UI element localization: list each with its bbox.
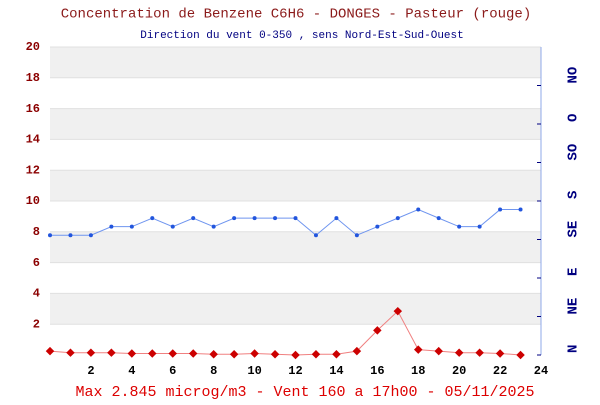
data-point <box>293 216 298 221</box>
x-tick-label: 10 <box>247 364 261 378</box>
footer: Max 2.845 microg/m3 - Vent 160 a 17h00 -… <box>75 384 534 400</box>
y-tick-label: 14 <box>26 133 40 147</box>
y-tick-label: 8 <box>33 225 40 239</box>
x-tick-label: 6 <box>169 364 176 378</box>
x-tick-label: 2 <box>87 364 94 378</box>
data-point <box>313 233 318 238</box>
data-point <box>109 224 114 229</box>
data-point <box>332 349 341 359</box>
data-point <box>273 216 278 221</box>
y-tick-label: 6 <box>33 256 40 270</box>
data-point <box>170 224 175 229</box>
series-line <box>50 209 521 236</box>
data-point <box>150 216 155 221</box>
y-tick-label: 18 <box>26 71 40 85</box>
data-point <box>86 348 96 357</box>
data-point <box>495 349 505 358</box>
data-point <box>375 224 380 229</box>
data-point <box>354 233 359 238</box>
y2-tick-label: NE <box>566 298 582 315</box>
data-point <box>188 349 198 358</box>
data-point <box>352 346 362 356</box>
y2-tick-label: S <box>566 191 582 199</box>
y2-tick-label: E <box>566 268 582 276</box>
data-point <box>416 207 421 212</box>
data-point <box>434 346 443 356</box>
data-point <box>229 349 239 359</box>
y2-tick-label: NO <box>566 67 582 84</box>
data-point <box>477 224 482 229</box>
y-tick-label: 2 <box>33 317 40 331</box>
y-tick-label: 16 <box>26 102 40 116</box>
data-point <box>211 224 216 229</box>
grid-band <box>50 170 541 201</box>
data-point <box>414 345 423 354</box>
data-point <box>48 233 52 238</box>
data-point <box>270 349 280 359</box>
data-point <box>373 326 382 335</box>
data-point <box>129 224 134 229</box>
data-point <box>334 216 339 221</box>
x-tick-label: 12 <box>288 364 302 378</box>
data-point <box>291 350 300 360</box>
data-point <box>516 350 525 360</box>
grid-band <box>50 231 541 263</box>
data-point <box>107 348 116 357</box>
grid-band <box>50 108 541 140</box>
grid-band <box>50 47 541 78</box>
data-point <box>68 233 73 238</box>
x-tick-label: 20 <box>452 364 466 378</box>
data-point <box>45 346 55 356</box>
x-tick-label: 14 <box>329 364 343 378</box>
data-point <box>498 207 503 212</box>
data-point <box>127 349 137 358</box>
x-tick-label: 8 <box>210 364 217 378</box>
y2-tick-label: O <box>566 114 582 122</box>
data-point <box>66 348 75 357</box>
chart-title: Concentration de Benzene C6H6 - DONGES -… <box>61 7 531 23</box>
data-point <box>393 306 403 316</box>
data-point <box>250 349 259 358</box>
y-tick-label: 10 <box>26 194 40 208</box>
data-point <box>457 224 462 229</box>
data-point <box>88 233 93 238</box>
chart-subtitle: Direction du vent 0-350 , sens Nord-Est-… <box>140 30 463 42</box>
data-point <box>475 348 484 357</box>
data-point <box>209 349 218 359</box>
data-point <box>311 349 321 359</box>
data-point <box>436 216 441 221</box>
y2-tick-label: SE <box>566 221 582 238</box>
y2-tick-label: SO <box>566 144 582 161</box>
data-point <box>395 216 400 221</box>
data-point <box>191 216 196 221</box>
data-point <box>454 348 464 357</box>
x-tick-label: 18 <box>411 364 425 378</box>
x-tick-label: 24 <box>534 364 548 378</box>
y2-tick-label: N <box>566 345 582 353</box>
data-point <box>252 216 257 221</box>
data-point <box>168 349 177 358</box>
data-point <box>518 207 523 212</box>
y-tick-label: 4 <box>33 287 40 301</box>
x-tick-label: 16 <box>370 364 384 378</box>
y-tick-label: 20 <box>26 40 40 54</box>
x-tick-label: 4 <box>128 364 135 378</box>
y-tick-label: 12 <box>26 163 40 177</box>
grid-band <box>50 293 541 325</box>
data-point <box>232 216 237 221</box>
x-tick-label: 22 <box>493 364 507 378</box>
data-point <box>148 349 157 358</box>
